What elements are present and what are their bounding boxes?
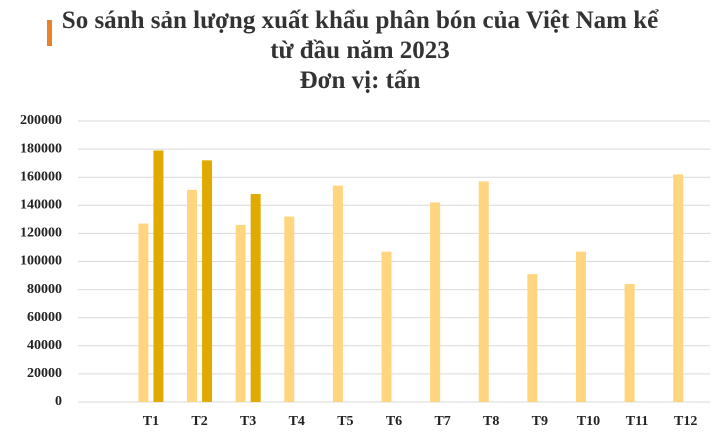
bar <box>187 189 198 402</box>
bar <box>284 216 295 402</box>
x-tick-label: T8 <box>483 414 499 429</box>
x-tick-label: T11 <box>626 414 649 429</box>
x-tick-label: T10 <box>577 414 600 429</box>
x-tick-label: T6 <box>386 414 402 429</box>
x-tick-label: T9 <box>532 414 548 429</box>
y-tick-label: 120000 <box>20 226 62 241</box>
bar <box>430 202 441 402</box>
bar <box>673 174 684 402</box>
y-tick-label: 160000 <box>20 169 62 184</box>
y-tick-label: 60000 <box>27 310 62 325</box>
chart-title: So sánh sản lượng xuất khẩu phân bón của… <box>61 7 659 64</box>
bar <box>332 185 343 402</box>
x-tick-label: T4 <box>289 414 305 429</box>
bar <box>575 251 586 402</box>
x-tick-label: T3 <box>240 414 256 429</box>
x-tick-label: T7 <box>434 414 450 429</box>
bar <box>381 251 392 402</box>
y-tick-label: 0 <box>55 394 62 409</box>
bar <box>478 181 489 402</box>
x-tick-label: T1 <box>143 414 159 429</box>
y-tick-label: 20000 <box>27 366 62 381</box>
title-box: So sánh sản lượng xuất khẩu phân bón của… <box>55 6 665 96</box>
x-tick-label: T5 <box>337 414 353 429</box>
y-tick-label: 100000 <box>20 254 62 269</box>
y-tick-label: 200000 <box>20 113 62 128</box>
bar <box>202 160 213 402</box>
chart-subtitle: Đơn vị: tấn <box>299 67 421 94</box>
x-tick-label: T2 <box>191 414 207 429</box>
y-tick-label: 180000 <box>20 141 62 156</box>
bar <box>235 224 246 402</box>
y-tick-label: 140000 <box>20 198 62 213</box>
bar <box>624 283 635 402</box>
y-tick-label: 40000 <box>27 338 62 353</box>
x-tick-label: T12 <box>674 414 697 429</box>
bar <box>250 194 261 402</box>
y-tick-label: 80000 <box>27 282 62 297</box>
bar <box>527 274 538 402</box>
bar <box>138 223 149 402</box>
title-marker <box>47 20 52 46</box>
bar <box>153 150 164 402</box>
